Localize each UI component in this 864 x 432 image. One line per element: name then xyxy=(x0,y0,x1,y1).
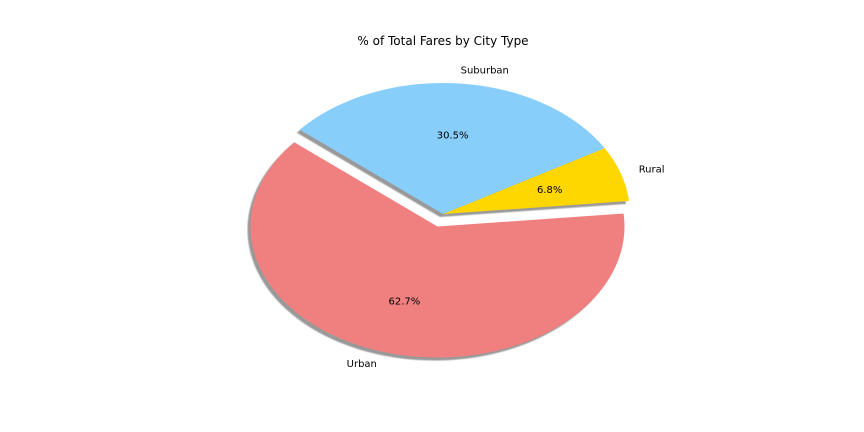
slice-percent-suburban: 30.5% xyxy=(437,131,469,142)
chart-title: % of Total Fares by City Type xyxy=(357,34,529,48)
slice-label-urban: Urban xyxy=(347,359,377,370)
slice-suburban xyxy=(299,83,605,214)
slice-label-suburban: Suburban xyxy=(461,65,509,76)
slice-urban xyxy=(250,142,625,358)
pie-slices xyxy=(250,83,630,358)
slice-rural xyxy=(443,148,630,214)
pie-labels: Urban 62.7% Rural 6.8% Suburban 30.5% xyxy=(347,65,665,370)
slice-percent-urban: 62.7% xyxy=(389,297,421,308)
slice-label-rural: Rural xyxy=(639,165,665,176)
slice-percent-rural: 6.8% xyxy=(537,185,562,196)
